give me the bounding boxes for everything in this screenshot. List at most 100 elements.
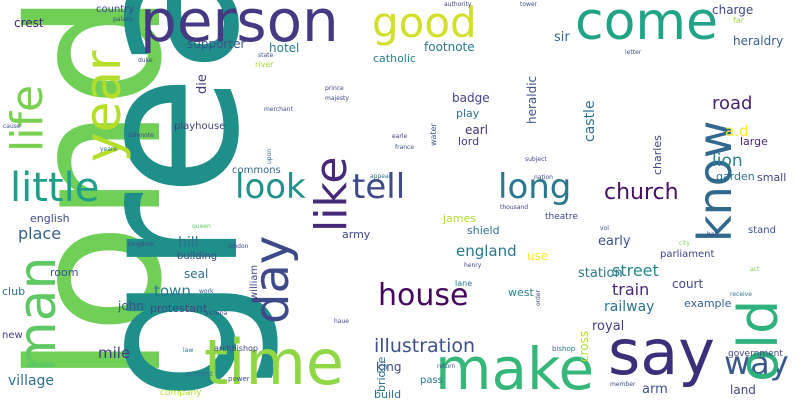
word-old: old <box>727 299 790 382</box>
word-cause: cause <box>3 123 21 130</box>
word-early: early <box>598 234 631 249</box>
word-far: far <box>733 16 745 25</box>
word-little: little <box>10 165 100 211</box>
word-hall: hall <box>707 231 718 238</box>
word-country: country <box>96 4 135 15</box>
word-look: look <box>235 167 306 207</box>
word-earle: earle <box>392 133 408 140</box>
word-come: come <box>575 0 719 52</box>
word-lane: lane <box>455 279 473 288</box>
word-die: die <box>195 74 210 94</box>
word-john: john <box>118 299 144 313</box>
word-long: long <box>498 167 572 207</box>
word-seal: seal <box>184 267 209 281</box>
word-large: large <box>740 135 768 148</box>
word-haue: haue <box>334 318 349 325</box>
word-like: like <box>306 156 357 232</box>
word-sir: sir <box>554 30 570 45</box>
word-illustration: illustration <box>374 335 476 357</box>
word-train: train <box>612 280 650 299</box>
word-town: town <box>154 282 191 300</box>
word-lion: lion <box>712 151 743 171</box>
word-james: james <box>443 212 477 225</box>
word-english: english <box>30 212 70 225</box>
word-royal: royal <box>592 319 625 334</box>
word-france: france <box>395 144 415 151</box>
word-prince: prince <box>325 85 344 92</box>
word-heraldic: heraldic <box>525 75 539 124</box>
word-present: present <box>186 370 213 378</box>
word-shield: shield <box>467 224 500 237</box>
word-thousand: thousand <box>500 204 529 211</box>
word-arm: arm <box>642 382 668 397</box>
word-protestant: protestant <box>150 302 208 315</box>
word-place: place <box>18 224 62 243</box>
word-station: station <box>578 266 623 281</box>
word-stand: stand <box>748 225 776 236</box>
word-use: use <box>527 249 549 263</box>
word-say: say <box>608 316 715 389</box>
word-catholic: catholic <box>373 52 416 65</box>
word-railway: railway <box>604 299 655 315</box>
word-authority: authority <box>444 1 472 8</box>
word-order: order <box>535 290 542 306</box>
word-government: government <box>728 349 783 359</box>
word-majesty: majesty <box>325 95 349 102</box>
word-law: law <box>183 347 194 354</box>
word-bridge: bridge <box>375 356 388 392</box>
word-archbishop: archbishop <box>214 344 258 353</box>
word-earl: earl <box>465 123 489 137</box>
word-theatre: theatre <box>545 212 578 222</box>
word-william: william <box>249 264 260 300</box>
word-life: life <box>2 84 53 152</box>
word-room: room <box>50 266 79 279</box>
word-footnote: footnote <box>424 40 475 54</box>
word-water: water <box>429 123 438 146</box>
word-tower: tower <box>520 1 538 8</box>
word-london-small: london <box>228 243 249 250</box>
word-heraldry: heraldry <box>733 34 784 48</box>
word-a.d: a.d <box>725 122 749 140</box>
word-king: king <box>376 360 402 374</box>
word-mile: mile <box>98 344 131 362</box>
word-appear: appear <box>370 173 392 180</box>
word-garden: garden <box>716 170 755 183</box>
word-good: good <box>372 0 477 47</box>
word-badge: badge <box>452 91 490 105</box>
word-charles: charles <box>651 135 664 175</box>
word-army: army <box>342 228 371 241</box>
word-example: example <box>684 297 732 310</box>
word-club: club <box>2 285 26 298</box>
word-duke: duke <box>138 57 153 64</box>
word-church: church <box>604 180 679 205</box>
word-yeare: yeare <box>100 146 117 153</box>
word-vol: vol <box>600 225 609 232</box>
word-building: building <box>177 251 218 262</box>
word-work: work <box>199 288 214 295</box>
word-time: time <box>204 326 345 399</box>
word-hill: hill <box>178 235 199 251</box>
word-supporter: supporter <box>187 37 246 51</box>
word-person: person <box>140 0 339 55</box>
word-letter: letter <box>625 49 642 56</box>
word-charge: charge <box>712 3 754 17</box>
word-tell: tell <box>352 167 406 207</box>
word-palace: palace <box>113 16 133 23</box>
word-playhouse: playhouse <box>174 121 226 132</box>
word-act: act <box>750 266 760 273</box>
word-build: build <box>374 388 402 400</box>
word-castle: castle <box>582 100 598 142</box>
word-hotel: hotel <box>269 41 300 55</box>
word-small: small <box>757 171 787 184</box>
word-crest: crest <box>14 16 44 30</box>
word-kingdom: kingdom <box>128 241 155 248</box>
word-henry: henry <box>464 262 482 269</box>
word-village: village <box>8 373 55 389</box>
word-court: court <box>672 277 704 291</box>
word-member: member <box>610 381 636 388</box>
word-victoria: victoria <box>205 310 228 317</box>
word-house: house <box>378 278 469 313</box>
word-west: west <box>508 286 534 299</box>
word-way: way <box>724 344 789 382</box>
word-company: company <box>160 388 202 398</box>
